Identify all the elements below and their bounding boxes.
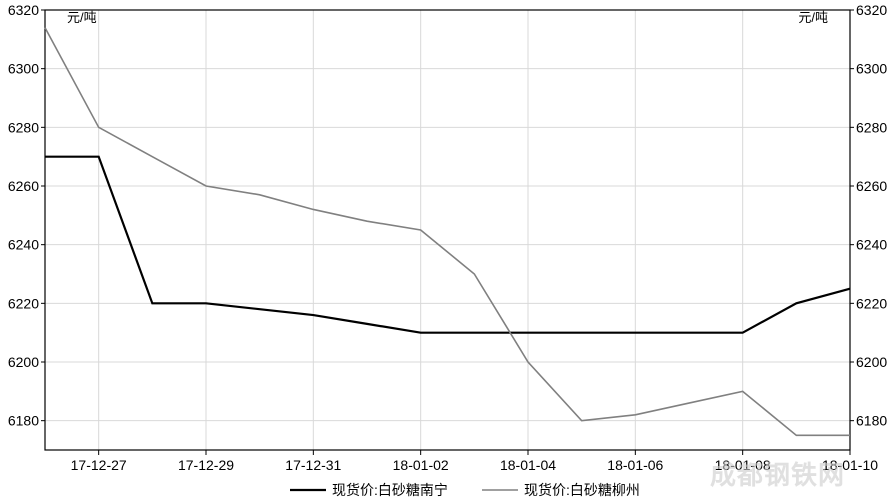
y-tick-label-right: 6300	[856, 61, 887, 77]
y-tick-label-right: 6220	[856, 295, 887, 311]
y-tick-label-right: 6180	[856, 413, 887, 429]
x-tick-label: 17-12-31	[285, 457, 341, 473]
y-unit-right: 元/吨	[798, 10, 828, 25]
x-tick-label: 18-01-04	[500, 457, 556, 473]
y-tick-label: 6320	[8, 2, 39, 18]
y-tick-label-right: 6280	[856, 119, 887, 135]
y-tick-label: 6200	[8, 354, 39, 370]
x-tick-label: 18-01-06	[607, 457, 663, 473]
x-tick-label: 17-12-27	[71, 457, 127, 473]
y-tick-label-right: 6200	[856, 354, 887, 370]
legend-label: 现货价:白砂糖南宁	[332, 482, 448, 498]
y-unit-left: 元/吨	[67, 10, 97, 25]
x-tick-label: 18-01-08	[715, 457, 771, 473]
legend-label: 现货价:白砂糖柳州	[524, 482, 640, 498]
series-line-1	[45, 28, 850, 436]
price-line-chart: 6180 6180 6200 6200 6220 6220 6240 6240 6260 6260…	[0, 0, 895, 503]
x-tick-label: 18-01-10	[822, 457, 878, 473]
y-tick-label: 6260	[8, 178, 39, 194]
y-tick-label-right: 6320	[856, 2, 887, 18]
y-tick-label-right: 6240	[856, 237, 887, 253]
y-tick-label-right: 6260	[856, 178, 887, 194]
x-tick-label: 18-01-02	[393, 457, 449, 473]
y-tick-label: 6300	[8, 61, 39, 77]
x-tick-label: 17-12-29	[178, 457, 234, 473]
y-tick-label: 6280	[8, 119, 39, 135]
y-tick-label: 6180	[8, 413, 39, 429]
y-tick-label: 6240	[8, 237, 39, 253]
y-tick-label: 6220	[8, 295, 39, 311]
